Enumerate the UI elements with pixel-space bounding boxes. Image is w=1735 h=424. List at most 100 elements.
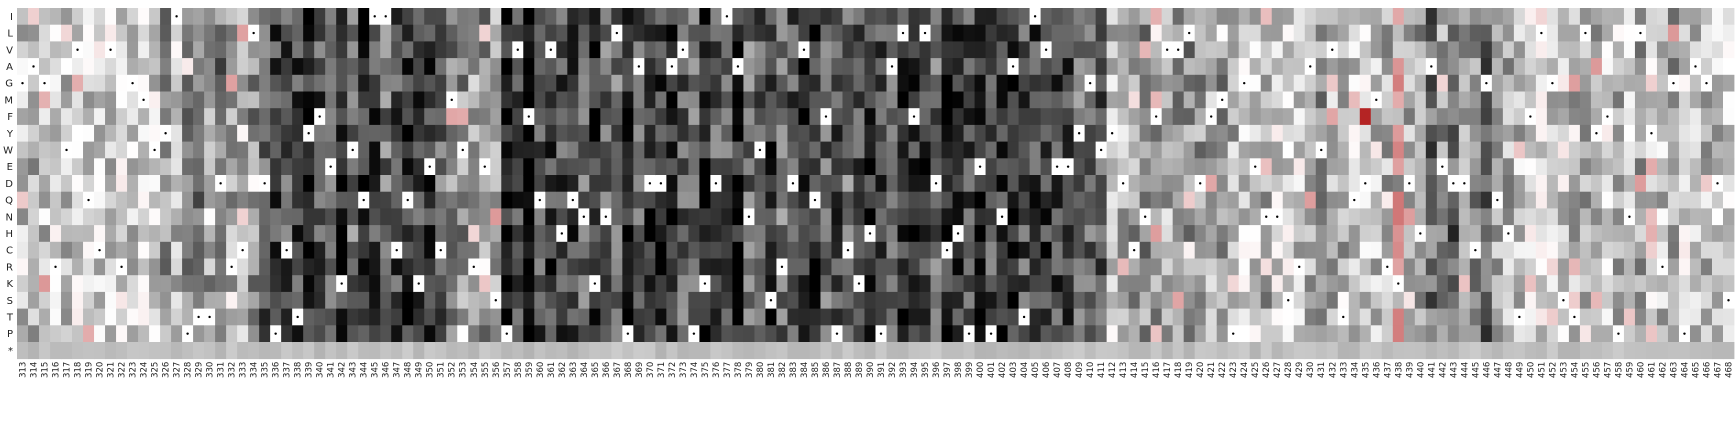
heatmap-cell [1392,308,1405,326]
wildtype-dot [1000,215,1004,218]
heatmap-cell [1524,308,1537,326]
heatmap-cell [402,24,414,42]
heatmap-cell [1117,108,1130,126]
heatmap-cell [908,342,920,360]
heatmap-cell [1601,91,1614,109]
column-label: 385 [811,362,821,378]
heatmap-cell [930,41,942,59]
heatmap-cell [589,158,601,176]
heatmap-cell [1150,325,1163,343]
heatmap-cell [1293,208,1306,226]
heatmap-cell [743,275,755,293]
heatmap-cell [1667,208,1680,226]
heatmap-cell [600,24,612,42]
wildtype-dot [1088,81,1092,85]
heatmap-cell [369,74,381,92]
heatmap-cell [1359,124,1372,142]
heatmap-cell [61,342,73,360]
heatmap-cell [1205,91,1218,109]
wildtype-dot [1518,315,1521,319]
heatmap-cell [1227,241,1240,259]
heatmap-cell [314,241,326,259]
wildtype-dot [1595,132,1598,135]
heatmap-cell [809,308,821,326]
heatmap-cell [1271,158,1284,176]
heatmap-cell [270,158,282,176]
heatmap-cell [1645,41,1658,59]
heatmap-cell [567,241,579,259]
heatmap-cell [1535,41,1548,59]
heatmap-cell [490,325,502,343]
heatmap-cell [611,74,623,92]
heatmap-cell [1469,225,1482,243]
heatmap-cell [457,275,469,293]
heatmap-cell [50,91,62,109]
wildtype-dot [1342,315,1345,319]
heatmap-cell [391,8,403,26]
heatmap-cell [1381,175,1394,193]
heatmap-cell [930,275,942,293]
heatmap-cell [1337,158,1350,176]
heatmap-cell [1711,208,1724,226]
heatmap-cell [1469,325,1482,343]
heatmap-cell [116,158,128,176]
wildtype-dot [527,115,530,118]
heatmap-cell [589,191,601,209]
heatmap-cell [754,24,766,42]
column-label: 322 [118,362,128,378]
heatmap-cell [347,191,359,209]
heatmap-cell [116,124,128,142]
heatmap-cell [1447,308,1460,326]
heatmap-cell [1315,91,1328,109]
heatmap-cell [1645,58,1658,76]
heatmap-cell [358,158,370,176]
heatmap-cell [1722,58,1735,76]
heatmap-cell [347,91,359,109]
heatmap-cell [171,41,183,59]
heatmap-cell [446,24,458,42]
heatmap-cell [369,308,381,326]
heatmap-cell [589,241,601,259]
heatmap-cell [1205,74,1218,92]
heatmap-cell [842,41,854,59]
heatmap-cell [193,58,205,76]
heatmap-cell [1535,191,1548,209]
heatmap-cell [1469,175,1482,193]
heatmap-cell [633,108,645,126]
heatmap-cell [820,58,832,76]
heatmap-cell [1315,124,1328,142]
heatmap-cell [303,24,315,42]
heatmap-cell [1557,342,1570,360]
heatmap-cell [963,191,975,209]
heatmap-cell [754,325,766,343]
heatmap-cell [1722,141,1735,159]
heatmap-cell [314,308,326,326]
heatmap-cell [215,58,227,76]
heatmap-cell [1667,342,1680,360]
wildtype-dot [1419,232,1422,235]
heatmap-cell [633,41,645,59]
heatmap-cell [259,258,271,276]
heatmap-cell [622,225,634,243]
heatmap-cell [1337,108,1350,126]
heatmap-cell [1260,141,1273,159]
heatmap-cell [1623,291,1636,309]
heatmap-cell [666,225,678,243]
heatmap-cell [1403,275,1416,293]
wildtype-dot [483,165,486,168]
heatmap-cell [1128,158,1141,176]
wildtype-dot [1397,282,1400,285]
heatmap-cell [1150,291,1163,309]
heatmap-cell [83,342,95,360]
heatmap-cell [1414,124,1427,142]
heatmap-cell [1227,24,1240,42]
heatmap-cell [1029,141,1041,159]
column-label: 400 [976,362,986,378]
heatmap-cell [677,325,689,343]
heatmap-cell [897,41,909,59]
wildtype-dot [1540,31,1543,35]
heatmap-cell [314,191,326,209]
heatmap-cell [17,275,29,293]
heatmap-cell [897,291,909,309]
heatmap-cell [490,258,502,276]
